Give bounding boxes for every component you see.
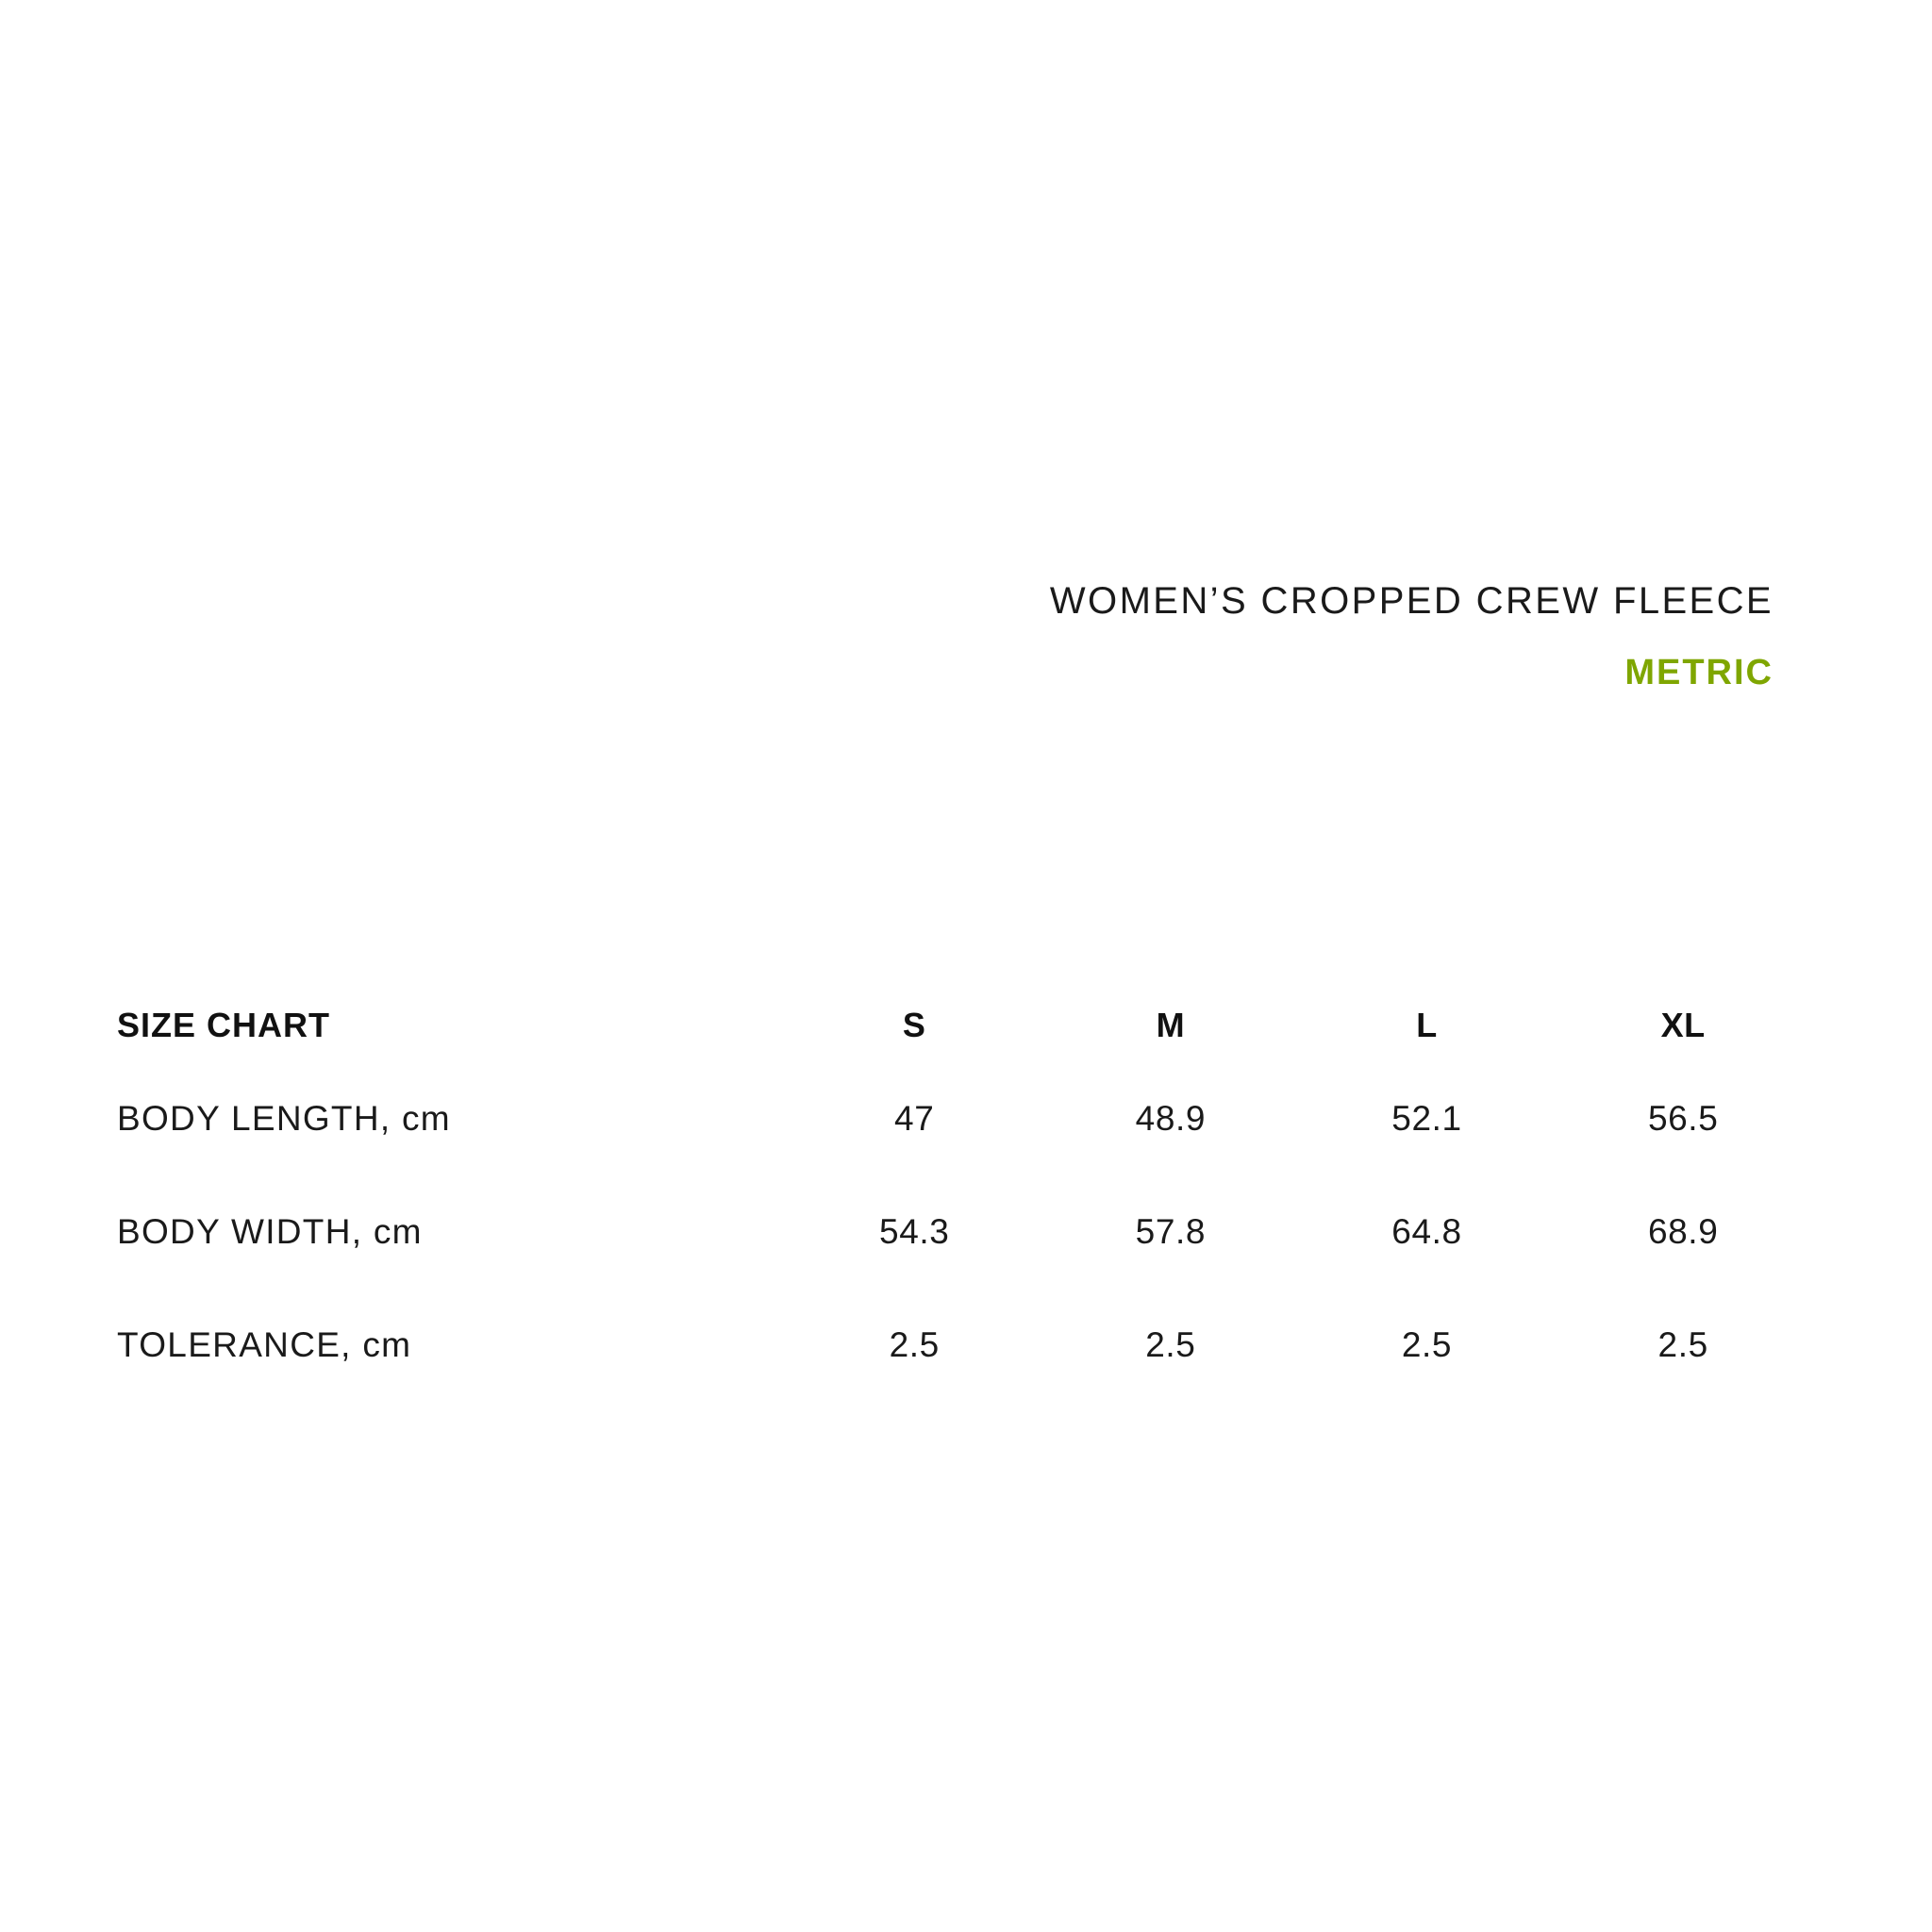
- cell-body-length-s: 47: [894, 1099, 935, 1138]
- table-body: BODY LENGTH, cm 47 48.9 52.1 56.5 BODY W…: [117, 1062, 1811, 1402]
- row-label-body-length: BODY LENGTH, cm: [117, 1099, 451, 1138]
- cell-tolerance-l: 2.5: [1401, 1325, 1453, 1364]
- cell-body-width-s: 54.3: [879, 1212, 950, 1251]
- size-chart-table-wrap: SIZE CHART S M L XL BODY LENGTH, cm 47 4…: [117, 989, 1811, 1402]
- size-chart-table: SIZE CHART S M L XL BODY LENGTH, cm 47 4…: [117, 989, 1811, 1402]
- cell-tolerance-xl: 2.5: [1657, 1325, 1708, 1364]
- cell-body-width-xl: 68.9: [1647, 1212, 1719, 1251]
- cell-tolerance-s: 2.5: [889, 1325, 940, 1364]
- cell-body-length-l: 52.1: [1391, 1099, 1462, 1138]
- column-header-xl: XL: [1660, 1006, 1706, 1044]
- row-label-tolerance: TOLERANCE, cm: [117, 1325, 412, 1364]
- chart-header: WOMEN’S CROPPED CREW FLEECE METRIC: [117, 577, 1774, 696]
- table-row: BODY WIDTH, cm 54.3 57.8 64.8 68.9: [117, 1175, 1811, 1289]
- column-header-s: S: [902, 1006, 926, 1044]
- table-header-row: SIZE CHART S M L XL: [117, 989, 1811, 1062]
- unit-system-label: METRIC: [1624, 653, 1774, 692]
- column-header-size-chart: SIZE CHART: [117, 1006, 330, 1044]
- cell-body-length-xl: 56.5: [1647, 1099, 1719, 1138]
- column-header-m: M: [1156, 1006, 1186, 1044]
- table-row: BODY LENGTH, cm 47 48.9 52.1 56.5: [117, 1062, 1811, 1175]
- page-title: WOMEN’S CROPPED CREW FLEECE: [1049, 580, 1774, 622]
- column-header-l: L: [1416, 1006, 1438, 1044]
- row-label-body-width: BODY WIDTH, cm: [117, 1212, 423, 1251]
- cell-tolerance-m: 2.5: [1145, 1325, 1196, 1364]
- cell-body-length-m: 48.9: [1135, 1099, 1207, 1138]
- table-header: SIZE CHART S M L XL: [117, 989, 1811, 1062]
- cell-body-width-l: 64.8: [1391, 1212, 1462, 1251]
- table-row: TOLERANCE, cm 2.5 2.5 2.5 2.5: [117, 1289, 1811, 1402]
- cell-body-width-m: 57.8: [1135, 1212, 1207, 1251]
